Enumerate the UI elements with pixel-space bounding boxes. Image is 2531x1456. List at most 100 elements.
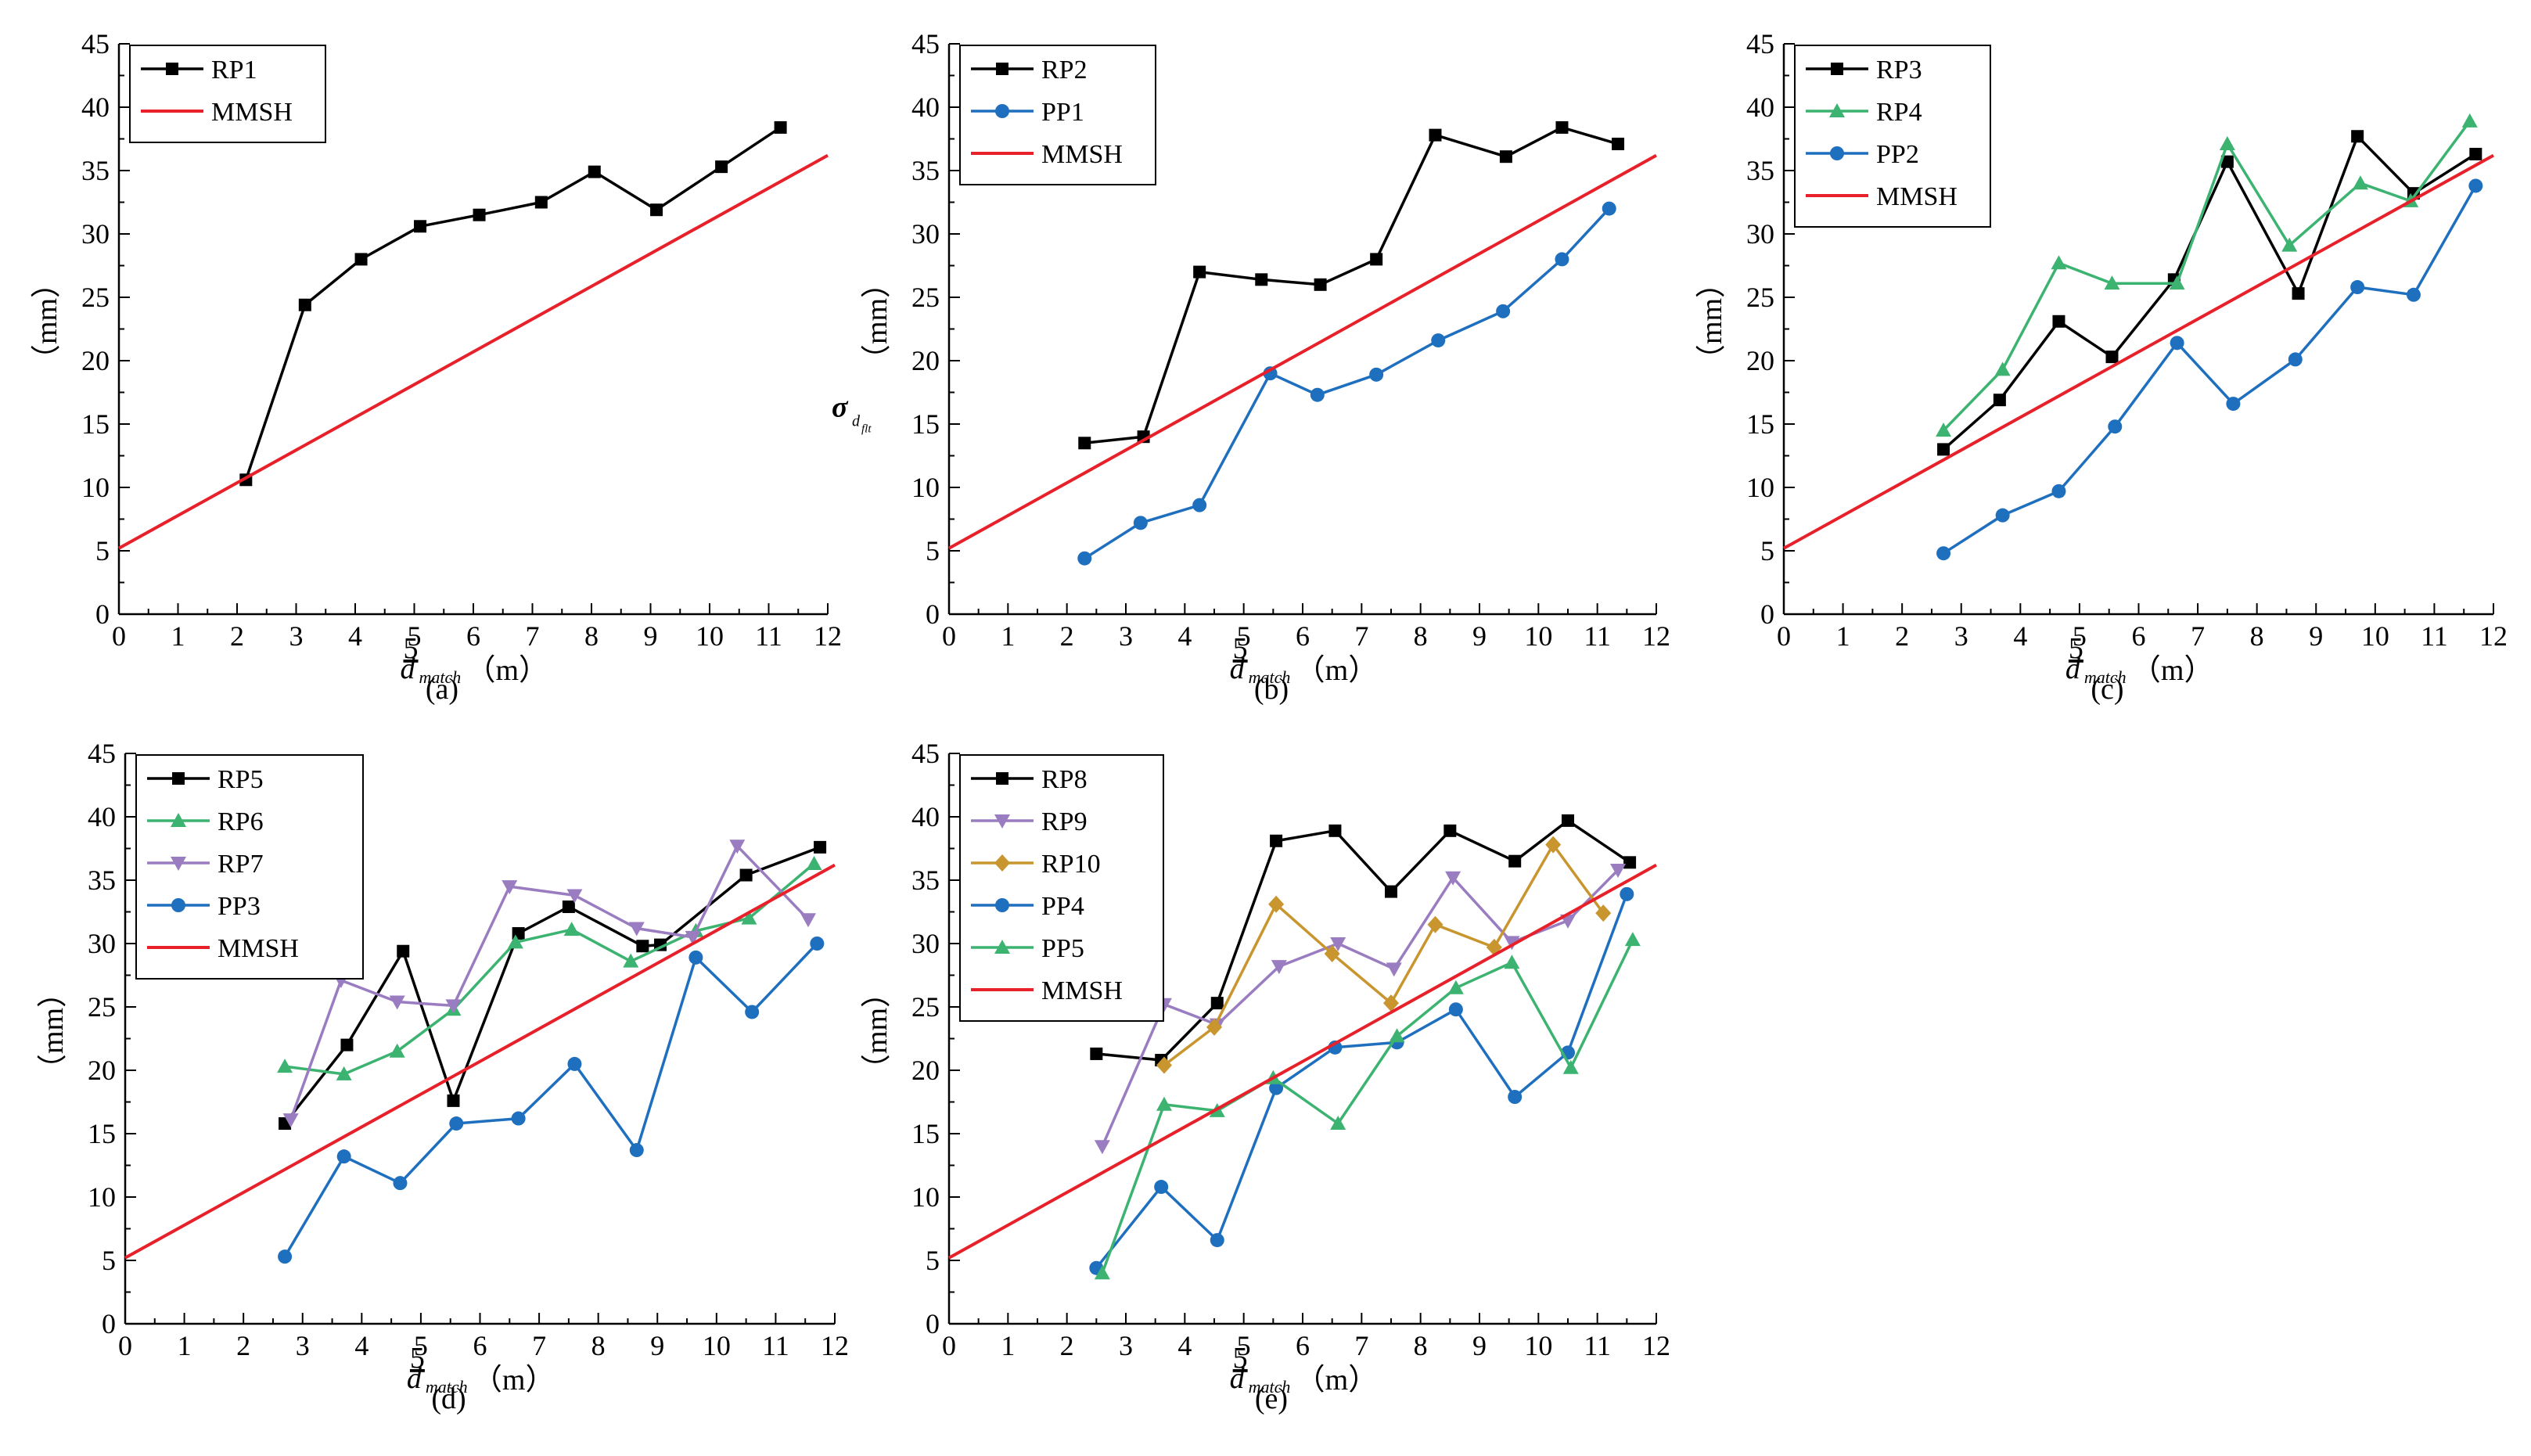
x-tick-label: 9 (644, 620, 658, 652)
y-tick-label: 45 (911, 738, 940, 769)
panel-label: (b) (1254, 673, 1289, 706)
data-point-pp2 (1995, 508, 2010, 523)
x-tick-label: 3 (1119, 620, 1133, 652)
data-point-rp2 (1255, 273, 1268, 286)
x-tick-label: 2 (1060, 1330, 1074, 1361)
x-tick-label: 0 (942, 1330, 956, 1361)
data-point-pp2 (2051, 484, 2066, 498)
x-tick-label: 6 (466, 620, 480, 652)
legend-marker-rp3 (1831, 63, 1843, 75)
y-tick-label: 20 (911, 1055, 940, 1086)
legend-label-pp3: PP3 (218, 892, 261, 921)
y-tick-label: 15 (911, 1118, 940, 1149)
x-tick-label: 9 (2309, 620, 2323, 652)
x-tick-label: 7 (526, 620, 540, 652)
data-point-rp2 (1499, 150, 1512, 164)
x-tick-label: 0 (112, 620, 126, 652)
x-tick-label: 11 (2421, 620, 2448, 652)
panel-label: (e) (1255, 1382, 1288, 1415)
legend-marker-rp4 (1829, 103, 1845, 117)
data-point-rp8 (1210, 997, 1224, 1010)
data-point-pp1 (1192, 498, 1207, 512)
legend-label-mmsh: MMSH (211, 98, 293, 127)
legend-marker-rp10 (994, 854, 1010, 872)
data-point-pp2 (2350, 280, 2365, 295)
x-tick-label: 3 (1119, 1330, 1133, 1361)
x-tick-label: 0 (1777, 620, 1791, 652)
data-point-rp4 (2219, 135, 2235, 150)
x-tick-label: 6 (1296, 1330, 1310, 1361)
x-tick-label: 12 (1642, 1330, 1670, 1361)
y-tick-label: 30 (88, 928, 116, 959)
x-tick-label: 2 (236, 1330, 250, 1361)
data-point-rp7 (685, 930, 701, 945)
y-tick-label: 45 (911, 28, 940, 59)
data-point-rp1 (473, 208, 486, 221)
x-tick-label: 8 (584, 620, 599, 652)
data-point-rp6 (741, 910, 757, 925)
x-tick-label: 1 (178, 1330, 192, 1361)
data-point-rp3 (1993, 394, 2006, 407)
y-tick-label: 20 (911, 345, 940, 376)
data-point-rp3 (2469, 147, 2482, 160)
y-tick-label: 45 (1746, 28, 1774, 59)
data-point-pp3 (629, 1143, 644, 1158)
series-line-rp10 (1163, 843, 1605, 1066)
y-tick-label: 5 (926, 1245, 940, 1276)
x-tick-label: 4 (354, 1330, 369, 1361)
data-point-rp4 (2104, 275, 2120, 290)
legend-label-pp2: PP2 (1876, 140, 1919, 169)
data-point-rp9 (1504, 936, 1520, 951)
y-tick-label: 35 (1746, 155, 1774, 186)
series-line-rp6 (284, 862, 815, 1076)
series-line-rp8 (1096, 819, 1631, 1062)
x-tick-label: 0 (942, 620, 956, 652)
data-point-rp4 (2169, 275, 2185, 290)
legend-label-rp3: RP3 (1876, 56, 1922, 84)
y-axis-symbol-subscript: d (852, 413, 861, 430)
y-tick-label: 40 (1746, 92, 1774, 123)
x-axis-label-subscript: match (1249, 1377, 1291, 1397)
legend-label-rp7: RP7 (218, 850, 264, 879)
y-axis-label: （mm） (861, 978, 893, 1084)
data-point-rp1 (298, 298, 311, 311)
data-point-rp2 (1078, 437, 1091, 450)
x-axis-label-subscript: match (1249, 667, 1291, 687)
legend-label-pp4: PP4 (1041, 892, 1084, 921)
y-tick-label: 30 (1746, 218, 1774, 250)
data-point-rp5 (739, 868, 753, 882)
x-axis-label-main: d (1230, 653, 1246, 685)
y-tick-label: 35 (88, 865, 116, 896)
y-tick-label: 5 (926, 535, 940, 566)
panel-label: (a) (426, 673, 458, 706)
data-point-rp6 (507, 934, 523, 949)
data-point-rp6 (563, 922, 580, 937)
data-point-pp3 (810, 937, 825, 951)
y-tick-label: 25 (81, 282, 110, 313)
data-point-rp7 (729, 839, 746, 854)
data-point-rp9 (1330, 937, 1346, 951)
x-axis-label-unit: （m） (473, 1364, 555, 1397)
series-line-rp4 (1942, 120, 2472, 432)
data-point-pp1 (1369, 367, 1384, 382)
y-tick-label: 30 (911, 218, 940, 250)
data-point-pp2 (2406, 287, 2421, 302)
legend-label-rp10: RP10 (1041, 850, 1101, 879)
series-line-mmsh (1783, 153, 2494, 550)
series-line-mmsh (124, 863, 836, 1260)
data-point-rp3 (2292, 287, 2305, 300)
x-axis-label-subscript: match (419, 667, 462, 687)
y-axis-symbol: σ (832, 391, 849, 424)
y-tick-label: 25 (1746, 282, 1774, 313)
x-tick-label: 11 (1584, 620, 1611, 652)
data-point-pp5 (1389, 1028, 1405, 1043)
data-point-rp9 (1386, 962, 1402, 977)
data-point-rp4 (2051, 255, 2067, 270)
x-tick-label: 8 (591, 1330, 606, 1361)
x-tick-label: 8 (1414, 620, 1428, 652)
y-tick-label: 0 (926, 599, 940, 630)
data-point-pp4 (1154, 1180, 1169, 1195)
legend-label-rp1: RP1 (211, 56, 257, 84)
x-tick-label: 9 (1472, 1330, 1487, 1361)
